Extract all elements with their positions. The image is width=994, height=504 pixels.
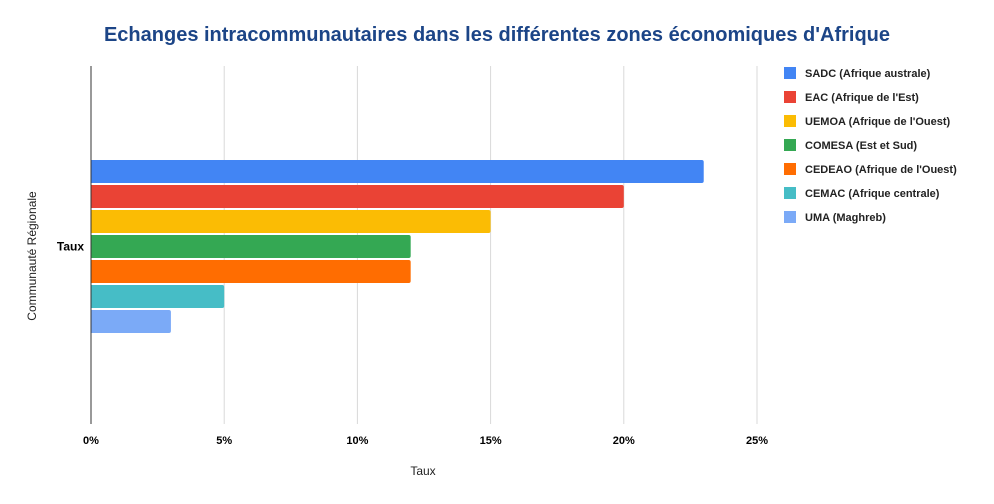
x-tick-label: 0% xyxy=(83,435,99,447)
x-tick-label: 15% xyxy=(480,435,502,447)
x-tick-label: 10% xyxy=(346,435,368,447)
legend-swatch xyxy=(784,139,796,151)
bar xyxy=(91,185,624,208)
x-tick-labels: 0% 5% 10% 15% 20% 25% xyxy=(83,435,768,447)
y-axis-title: Communauté Régionale xyxy=(25,191,39,321)
bars xyxy=(91,160,704,333)
bar xyxy=(91,310,171,333)
bar xyxy=(91,235,411,258)
x-tick-label: 5% xyxy=(216,435,232,447)
bar xyxy=(91,285,225,308)
x-axis-title: Taux xyxy=(410,464,435,478)
legend-label: EAC (Afrique de l'Est) xyxy=(805,92,919,104)
category-label: Taux xyxy=(57,240,84,254)
legend-swatch xyxy=(784,67,796,79)
legend-label: UEMOA (Afrique de l'Ouest) xyxy=(805,116,951,128)
x-tick-label: 20% xyxy=(613,435,635,447)
legend-swatch xyxy=(784,187,796,199)
legend-label: UMA (Maghreb) xyxy=(805,212,886,224)
bar xyxy=(91,160,704,183)
bar xyxy=(91,210,491,233)
legend-swatch xyxy=(784,115,796,127)
legend: SADC (Afrique australe) EAC (Afrique de l… xyxy=(784,67,957,224)
x-tick-label: 25% xyxy=(746,435,768,447)
legend-label: CEDEAO (Afrique de l'Ouest) xyxy=(805,164,957,176)
legend-label: CEMAC (Afrique centrale) xyxy=(805,188,940,200)
legend-label: SADC (Afrique australe) xyxy=(805,68,931,80)
bar xyxy=(91,260,411,283)
chart-title: Echanges intracommunautaires dans les di… xyxy=(103,24,891,46)
legend-swatch xyxy=(784,163,796,175)
legend-swatch xyxy=(784,211,796,223)
legend-swatch xyxy=(784,91,796,103)
legend-label: COMESA (Est et Sud) xyxy=(805,140,917,152)
